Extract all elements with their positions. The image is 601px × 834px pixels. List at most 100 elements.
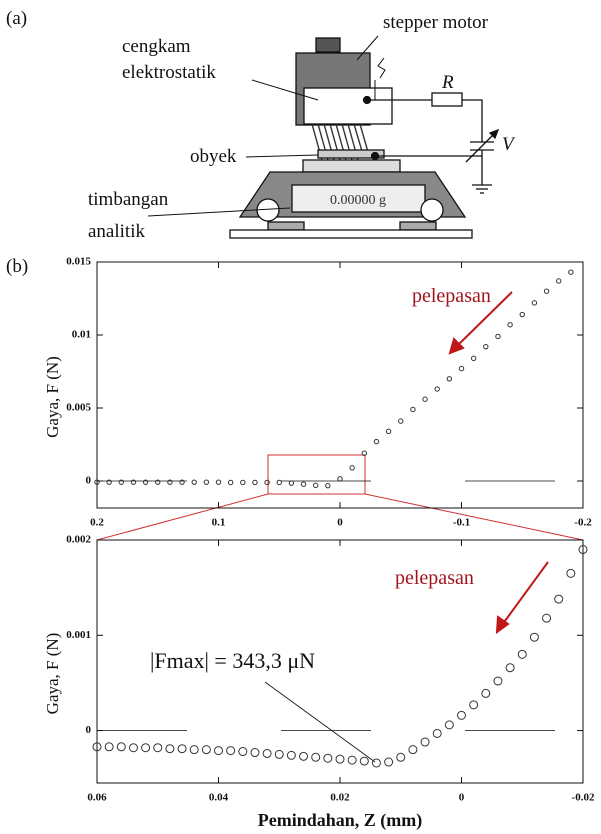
data-point xyxy=(253,480,257,484)
resistor xyxy=(432,93,462,106)
data-point xyxy=(471,356,475,360)
data-point xyxy=(508,323,512,327)
panel-label: (b) xyxy=(6,256,28,277)
leader xyxy=(246,155,318,157)
x-tick-label: 0.04 xyxy=(209,792,229,804)
data-point xyxy=(314,483,318,487)
data-point xyxy=(544,289,548,293)
data-point xyxy=(300,752,308,760)
data-point xyxy=(374,439,378,443)
data-point xyxy=(385,758,393,766)
y-tick-label: 0.002 xyxy=(66,534,91,546)
data-point xyxy=(435,387,439,391)
data-point xyxy=(445,721,453,729)
x-tick-label: 0.06 xyxy=(87,792,107,804)
data-point xyxy=(263,749,271,757)
data-point xyxy=(567,569,575,577)
x-axis-label: Pemindahan, Z (mm) xyxy=(258,810,423,831)
x-tick-label: -0.1 xyxy=(453,517,470,529)
data-point xyxy=(360,757,368,765)
y-tick-label: 0 xyxy=(86,724,92,736)
arrows xyxy=(265,292,548,762)
data-point xyxy=(324,754,332,762)
data-point xyxy=(178,745,186,753)
balance-foot xyxy=(268,222,304,230)
data-point xyxy=(557,279,561,283)
data-point xyxy=(275,750,283,758)
data-point xyxy=(192,480,196,484)
balance-base xyxy=(230,230,472,238)
data-point xyxy=(265,480,269,484)
motion-zigzag xyxy=(378,58,385,78)
data-point xyxy=(433,729,441,737)
data-point xyxy=(289,481,293,485)
data-point xyxy=(532,301,536,305)
x-tick-label: 0.02 xyxy=(330,792,350,804)
annotation: pelepasan xyxy=(395,567,474,589)
y-tick-label: 0.001 xyxy=(66,629,91,641)
clamp xyxy=(304,88,392,124)
panel-label: (a) xyxy=(6,8,27,29)
data-point xyxy=(336,755,344,763)
y-tick-label: 0.01 xyxy=(72,329,91,341)
data-point xyxy=(312,753,320,761)
data-point xyxy=(484,344,488,348)
data-point xyxy=(326,483,330,487)
figure: (a) stepper motor cengkam elektrostatik … xyxy=(0,0,601,834)
data-point xyxy=(530,633,538,641)
data-point xyxy=(251,749,259,757)
data-point xyxy=(496,334,500,338)
data-point xyxy=(142,744,150,752)
data-point xyxy=(458,711,466,719)
wire xyxy=(462,100,482,142)
y-tick-label: 0.015 xyxy=(66,256,91,268)
y-axis-label: Gaya, F (N) xyxy=(43,356,62,438)
data-point xyxy=(129,744,137,752)
label: analitik xyxy=(88,221,145,242)
data-point xyxy=(399,419,403,423)
x-tick-label: 0.1 xyxy=(212,517,226,529)
label: cengkam xyxy=(122,36,191,57)
x-tick-label: 0.2 xyxy=(90,517,104,529)
x-tick-label: 0 xyxy=(337,517,343,529)
data-point xyxy=(239,748,247,756)
data-point xyxy=(338,477,342,481)
data-point xyxy=(241,480,245,484)
data-point xyxy=(105,743,113,751)
data-point xyxy=(543,614,551,622)
label: V xyxy=(502,134,516,155)
data-point xyxy=(166,745,174,753)
data-point xyxy=(397,753,405,761)
label: obyek xyxy=(190,146,237,167)
data-point xyxy=(227,747,235,755)
data-point xyxy=(421,738,429,746)
data-point xyxy=(411,407,415,411)
y-axis-label: Gaya, F (N) xyxy=(43,633,62,715)
data-point xyxy=(154,744,162,752)
data-point xyxy=(482,689,490,697)
x-tick-label: -0.2 xyxy=(574,517,592,529)
data-point xyxy=(386,429,390,433)
annotation: |Fmax| = 343,3 μN xyxy=(150,648,315,673)
data-point xyxy=(555,595,563,603)
data-point xyxy=(202,746,210,754)
data-point xyxy=(518,650,526,658)
data-point xyxy=(447,377,451,381)
y-tick-label: 0.005 xyxy=(66,402,91,414)
data-point xyxy=(459,366,463,370)
data-point xyxy=(216,480,220,484)
data-point xyxy=(348,756,356,764)
data-point xyxy=(117,743,125,751)
data-point xyxy=(423,397,427,401)
label: R xyxy=(441,72,454,93)
data-point xyxy=(569,270,573,274)
data-point xyxy=(204,480,208,484)
data-point xyxy=(350,466,354,470)
data-point xyxy=(287,751,295,759)
x-tick-label: 0 xyxy=(459,792,465,804)
data-point xyxy=(215,747,223,755)
data-point xyxy=(301,482,305,486)
annotation: pelepasan xyxy=(412,285,491,307)
data-point xyxy=(277,480,281,484)
motor-knob xyxy=(316,38,340,52)
